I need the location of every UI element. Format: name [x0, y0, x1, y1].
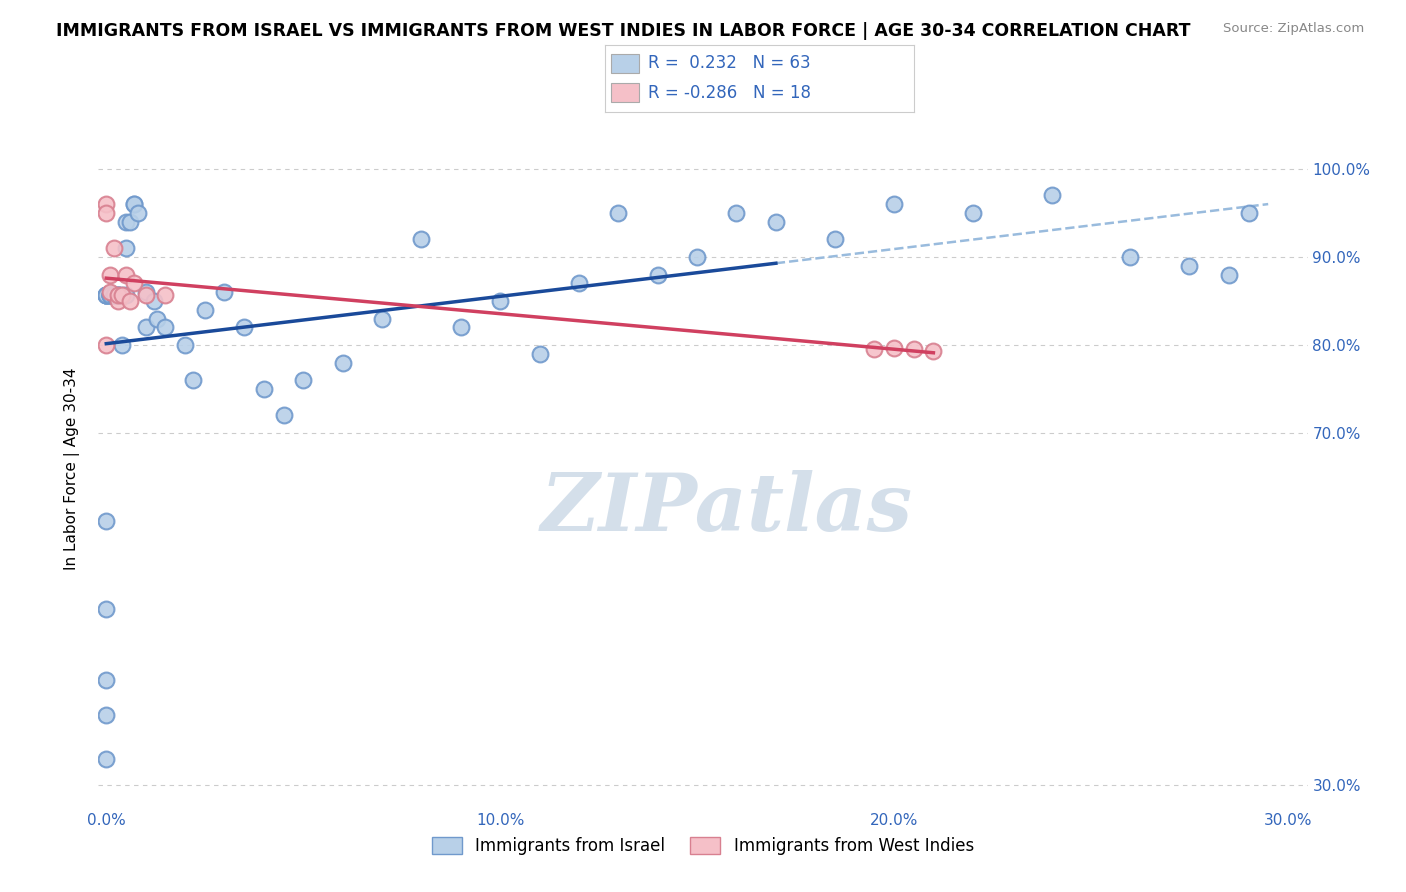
Text: R =  0.232   N = 63: R = 0.232 N = 63	[648, 54, 810, 72]
Point	[135, 320, 157, 334]
Point	[135, 285, 157, 300]
Point	[903, 343, 925, 357]
Point	[107, 294, 129, 309]
Point	[115, 241, 138, 255]
Point	[98, 285, 121, 300]
Point	[118, 215, 141, 229]
Point	[725, 206, 748, 220]
Point	[863, 343, 886, 357]
Bar	[610, 84, 638, 103]
Point	[127, 206, 149, 220]
Point	[922, 344, 945, 359]
Point	[96, 288, 118, 302]
Point	[181, 373, 204, 387]
Point	[96, 514, 118, 528]
Point	[98, 288, 121, 302]
Point	[96, 206, 118, 220]
Bar	[610, 54, 638, 73]
Text: IMMIGRANTS FROM ISRAEL VS IMMIGRANTS FROM WEST INDIES IN LABOR FORCE | AGE 30-34: IMMIGRANTS FROM ISRAEL VS IMMIGRANTS FRO…	[56, 22, 1191, 40]
Point	[115, 288, 138, 302]
Point	[111, 288, 134, 302]
Point	[135, 288, 157, 302]
Point	[686, 250, 709, 264]
Point	[883, 341, 905, 355]
Point	[214, 285, 236, 300]
Point	[1237, 206, 1260, 220]
Point	[96, 288, 118, 302]
Point	[96, 752, 118, 766]
Point	[98, 288, 121, 302]
Point	[103, 288, 125, 302]
Point	[233, 320, 256, 334]
Point	[174, 338, 197, 352]
Point	[1040, 188, 1063, 202]
Point	[765, 215, 787, 229]
Point	[568, 277, 591, 291]
Point	[96, 197, 118, 211]
Point	[824, 232, 846, 246]
Point	[98, 268, 121, 282]
Point	[273, 409, 295, 423]
Point	[529, 347, 551, 361]
Point	[371, 311, 394, 326]
Point	[96, 288, 118, 302]
Point	[122, 277, 145, 291]
Point	[107, 288, 129, 302]
Point	[1218, 268, 1240, 282]
Point	[111, 338, 134, 352]
Point	[332, 356, 354, 370]
Point	[1178, 259, 1201, 273]
Point	[103, 288, 125, 302]
Point	[122, 197, 145, 211]
Point	[103, 241, 125, 255]
Point	[1119, 250, 1142, 264]
Point	[96, 288, 118, 302]
Point	[155, 288, 177, 302]
Point	[96, 602, 118, 616]
Point	[96, 673, 118, 687]
Point	[883, 197, 905, 211]
Text: Source: ZipAtlas.com: Source: ZipAtlas.com	[1223, 22, 1364, 36]
Point	[155, 320, 177, 334]
Point	[107, 288, 129, 302]
Point	[107, 288, 129, 302]
Point	[111, 288, 134, 302]
Point	[103, 288, 125, 302]
Point	[98, 288, 121, 302]
Point	[450, 320, 472, 334]
Point	[115, 268, 138, 282]
Point	[122, 197, 145, 211]
Legend: Immigrants from Israel, Immigrants from West Indies: Immigrants from Israel, Immigrants from …	[426, 830, 980, 862]
Text: ZIPatlas: ZIPatlas	[541, 470, 914, 547]
Y-axis label: In Labor Force | Age 30-34: In Labor Force | Age 30-34	[65, 367, 80, 570]
Point	[98, 288, 121, 302]
Point	[96, 707, 118, 722]
Point	[647, 268, 669, 282]
Point	[411, 232, 433, 246]
Point	[489, 294, 512, 309]
Text: R = -0.286   N = 18: R = -0.286 N = 18	[648, 84, 811, 102]
Point	[96, 288, 118, 302]
Point	[107, 288, 129, 302]
Point	[115, 215, 138, 229]
Point	[962, 206, 984, 220]
Point	[98, 288, 121, 302]
Point	[292, 373, 315, 387]
Point	[142, 294, 165, 309]
Point	[607, 206, 630, 220]
Point	[96, 338, 118, 352]
Point	[194, 302, 217, 317]
Point	[118, 294, 141, 309]
Point	[253, 382, 276, 396]
Point	[146, 311, 169, 326]
